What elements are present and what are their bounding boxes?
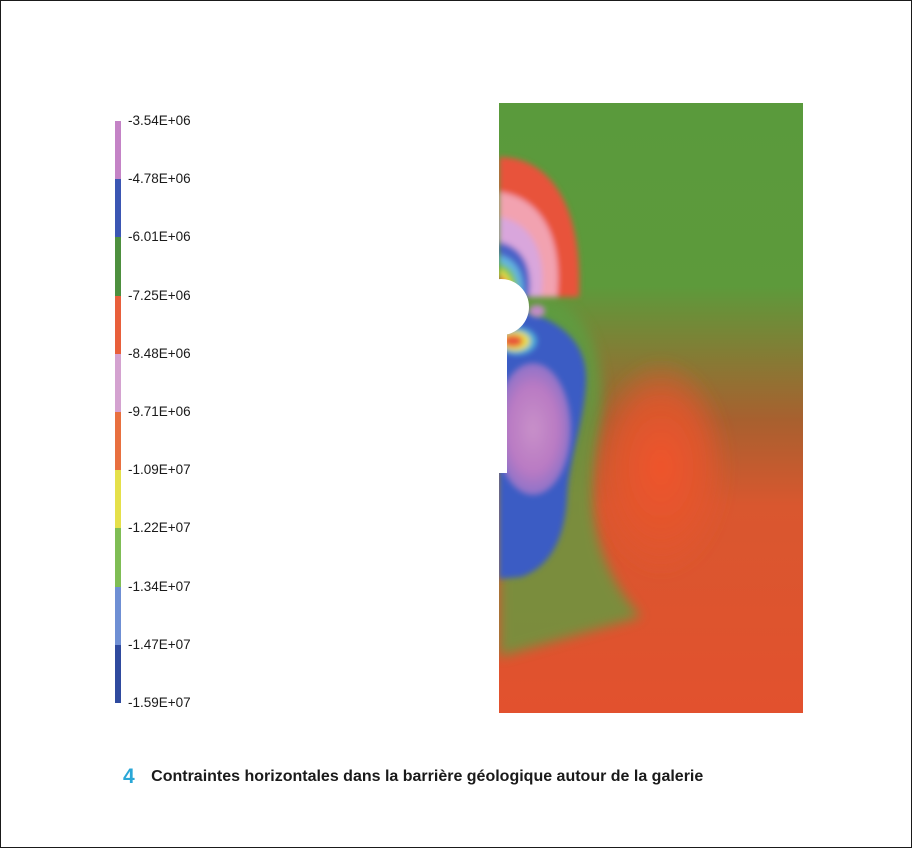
legend-band: [115, 586, 121, 645]
legend-label: -6.01E+06: [128, 229, 191, 245]
legend-band: [115, 295, 121, 354]
legend-color-bar: [115, 121, 121, 703]
legend-label: -9.71E+06: [128, 404, 191, 419]
legend-band: [115, 528, 121, 587]
legend-band: [115, 411, 121, 471]
gallery-opening: [499, 279, 529, 335]
lower-rings: [499, 305, 545, 355]
legend-band: [115, 179, 121, 238]
legend-band: [115, 644, 121, 703]
legend-label: -1.34E+07: [128, 578, 191, 594]
stress-field-plot: [499, 103, 803, 713]
legend-label: -7.25E+06: [128, 287, 191, 303]
legend-band: [115, 470, 121, 529]
red-stress-zone: [591, 357, 731, 577]
legend-band: [115, 353, 121, 412]
legend-band: [115, 121, 121, 180]
legend-band: [115, 237, 121, 296]
axis-notch: [499, 333, 507, 473]
legend-label: -1.59E+07: [128, 695, 191, 710]
color-legend: -3.54E+06 -4.78E+06 -6.01E+06 -7.25E+06 -8.4…: [115, 111, 315, 711]
figure-caption: 4 Contraintes horizontales dans la barri…: [123, 765, 883, 791]
legend-label: -1.22E+07: [128, 520, 191, 536]
figure-number: 4: [123, 765, 135, 788]
legend-label: -1.09E+07: [128, 462, 191, 478]
upper-arcs: [499, 157, 580, 297]
legend-label: -1.47E+07: [128, 636, 191, 652]
violet-stress-zone: [499, 363, 571, 495]
figure-caption-text: Contraintes horizontales dans la barrièr…: [151, 768, 704, 785]
legend-label: -4.78E+06: [128, 171, 191, 187]
legend-label: -3.54E+06: [128, 113, 191, 128]
legend-label: -8.48E+06: [128, 345, 191, 361]
